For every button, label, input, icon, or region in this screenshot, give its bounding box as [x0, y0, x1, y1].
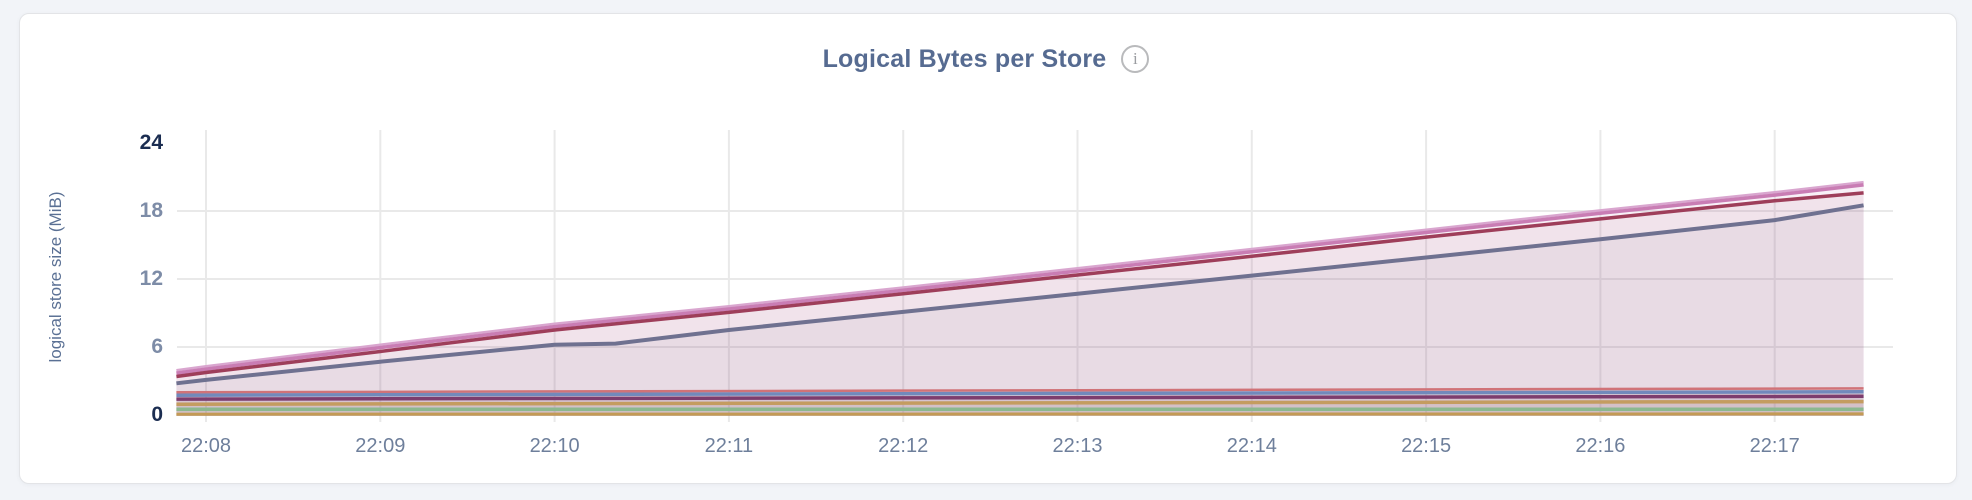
- x-tick-label: 22:14: [1226, 435, 1277, 457]
- y-tick-label: 12: [139, 267, 163, 290]
- y-tick-label: 18: [139, 199, 163, 222]
- info-icon[interactable]: i: [1121, 45, 1150, 73]
- x-tick-label: 22:13: [1052, 435, 1103, 457]
- x-tick-label: 22:17: [1749, 435, 1800, 457]
- series-line-store-8: [176, 399, 1864, 406]
- chart-header: Logical Bytes per Store i: [0, 42, 1972, 76]
- x-tick-label: 22:16: [1575, 435, 1626, 457]
- x-tick-label: 22:11: [704, 435, 754, 457]
- series-line-store-6: [176, 390, 1864, 397]
- y-tick-label: 6: [151, 335, 163, 358]
- series-area-store-4: [176, 205, 1864, 416]
- series-line-store-2: [176, 183, 1864, 375]
- x-tick-label: 22:12: [878, 435, 929, 457]
- x-tick-label: 22:15: [1401, 435, 1452, 457]
- series-line-store-4: [176, 203, 1864, 386]
- x-tick-label: 22:10: [529, 435, 580, 457]
- chart-title: Logical Bytes per Store: [822, 44, 1107, 73]
- series-line-store-7: [176, 394, 1864, 401]
- series-line-store-3: [176, 191, 1864, 379]
- y-tick-label: 0: [151, 403, 163, 426]
- x-tick-label: 22:08: [180, 435, 232, 457]
- series-area-store-3: [176, 192, 1864, 416]
- y-tick-label: 24: [139, 131, 163, 154]
- series-line-store-1: [176, 180, 1864, 372]
- series-line-store-5: [176, 387, 1864, 394]
- x-tick-label: 22:09: [355, 435, 406, 457]
